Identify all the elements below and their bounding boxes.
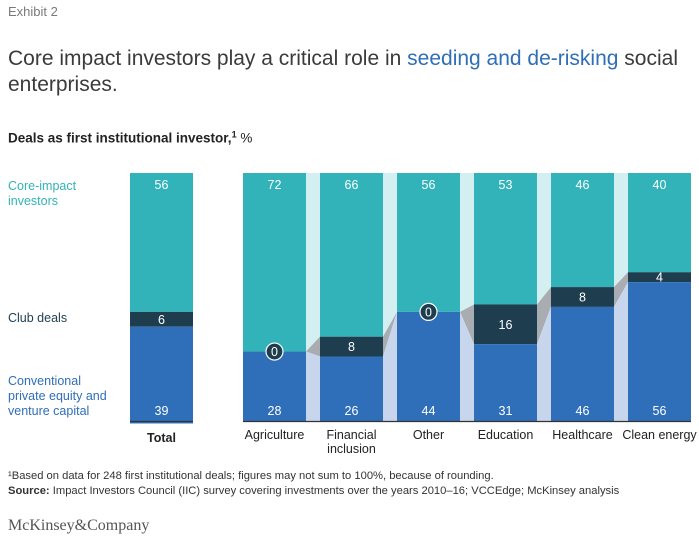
core-bar-segment bbox=[130, 173, 193, 312]
club-value-label: 8 bbox=[348, 340, 355, 354]
core-band bbox=[537, 173, 551, 305]
legend-conventional: venture capital bbox=[8, 404, 89, 418]
club-bar-segment bbox=[628, 272, 691, 283]
headline-part-2: social enterprises. bbox=[8, 47, 678, 96]
conventional-value-label: 31 bbox=[499, 404, 513, 418]
core-bar-segment bbox=[243, 173, 306, 352]
club-band bbox=[306, 336, 320, 357]
core-band bbox=[306, 173, 320, 352]
legend-core-impact: Core-impact bbox=[8, 179, 77, 193]
conventional-value-label: 56 bbox=[653, 404, 667, 418]
subtitle-footnote-mark: 1 bbox=[231, 129, 237, 139]
conventional-bar-segment bbox=[243, 351, 306, 421]
subtitle-text: Deals as first institutional investor, bbox=[8, 130, 232, 146]
club-bar-segment bbox=[320, 336, 383, 357]
conventional-value-label: 44 bbox=[422, 404, 436, 418]
subtitle-unit: % bbox=[240, 130, 253, 146]
club-value-label: 16 bbox=[499, 318, 513, 332]
core-bar-segment bbox=[551, 173, 614, 288]
legend-conventional: Conventional bbox=[8, 374, 81, 388]
core-bar-segment bbox=[474, 173, 537, 305]
core-value-label: 46 bbox=[576, 178, 590, 192]
club-bar-segment bbox=[551, 287, 614, 307]
club-band bbox=[383, 311, 397, 357]
core-value-label: 66 bbox=[345, 178, 359, 192]
conventional-bar-segment bbox=[551, 306, 614, 421]
conventional-bar-segment bbox=[320, 356, 383, 421]
conventional-value-label: 39 bbox=[155, 404, 169, 418]
conventional-bar-segment bbox=[397, 311, 460, 421]
club-band bbox=[460, 304, 474, 345]
core-value-label: 72 bbox=[268, 178, 282, 192]
conventional-band bbox=[460, 311, 474, 421]
conventional-band bbox=[383, 311, 397, 421]
club-value-label: 6 bbox=[158, 313, 165, 327]
core-bar-segment bbox=[320, 173, 383, 337]
club-bar-segment bbox=[130, 311, 193, 327]
conventional-band bbox=[537, 306, 551, 421]
conventional-bar-segment bbox=[628, 282, 691, 421]
club-zero-marker bbox=[265, 342, 284, 361]
conventional-band bbox=[306, 351, 320, 421]
category-label: Other bbox=[413, 428, 444, 442]
chart-subtitle: Deals as first institutional investor,1 … bbox=[8, 129, 252, 146]
chart-headline: Core impact investors play a critical ro… bbox=[8, 46, 688, 98]
headline-part-1: Core impact investors play a critical ro… bbox=[8, 47, 408, 70]
core-value-label: 56 bbox=[155, 178, 169, 192]
category-label: Education bbox=[478, 428, 534, 442]
club-band bbox=[537, 287, 551, 345]
core-bar-segment bbox=[397, 173, 460, 312]
conventional-value-label: 28 bbox=[268, 404, 282, 418]
club-value-label: 0 bbox=[425, 305, 432, 319]
core-band bbox=[383, 173, 397, 337]
conventional-value-label: 26 bbox=[345, 404, 359, 418]
club-band bbox=[614, 272, 628, 307]
category-label: Healthcare bbox=[552, 428, 612, 442]
club-bar-segment bbox=[474, 304, 537, 345]
exhibit-label: Exhibit 2 bbox=[8, 4, 58, 19]
club-value-label: 0 bbox=[271, 345, 278, 359]
legend-club-deals: Club deals bbox=[8, 311, 67, 325]
mckinsey-logo: McKinsey&Company bbox=[8, 517, 150, 534]
core-band bbox=[614, 173, 628, 288]
core-value-label: 53 bbox=[499, 178, 513, 192]
conventional-bar-segment bbox=[130, 326, 193, 424]
category-label: inclusion bbox=[327, 442, 376, 456]
club-value-label: 8 bbox=[579, 291, 586, 305]
core-value-label: 56 bbox=[422, 178, 436, 192]
core-bar-segment bbox=[628, 173, 691, 273]
core-band bbox=[460, 173, 474, 312]
conventional-value-label: 46 bbox=[576, 404, 590, 418]
legend-conventional: private equity and bbox=[8, 389, 107, 403]
club-value-label: 4 bbox=[656, 271, 663, 285]
conventional-bar-segment bbox=[474, 344, 537, 421]
category-label-total: Total bbox=[147, 431, 176, 445]
source-text: Impact Investors Council (IIC) survey co… bbox=[49, 485, 620, 497]
category-label: Agriculture bbox=[245, 428, 305, 442]
category-label: Financial bbox=[326, 428, 376, 442]
source-label: Source: bbox=[8, 485, 50, 497]
legend-core-impact: investors bbox=[8, 194, 58, 208]
category-label: Clean energy bbox=[622, 428, 697, 442]
core-value-label: 40 bbox=[653, 178, 667, 192]
headline-highlight: seeding and de-risking bbox=[407, 47, 619, 70]
club-zero-marker bbox=[419, 302, 438, 321]
source-note: Source: Impact Investors Council (IIC) s… bbox=[8, 485, 619, 497]
footnote: ¹Based on data for 248 first institution… bbox=[8, 470, 494, 482]
conventional-band bbox=[614, 282, 628, 421]
